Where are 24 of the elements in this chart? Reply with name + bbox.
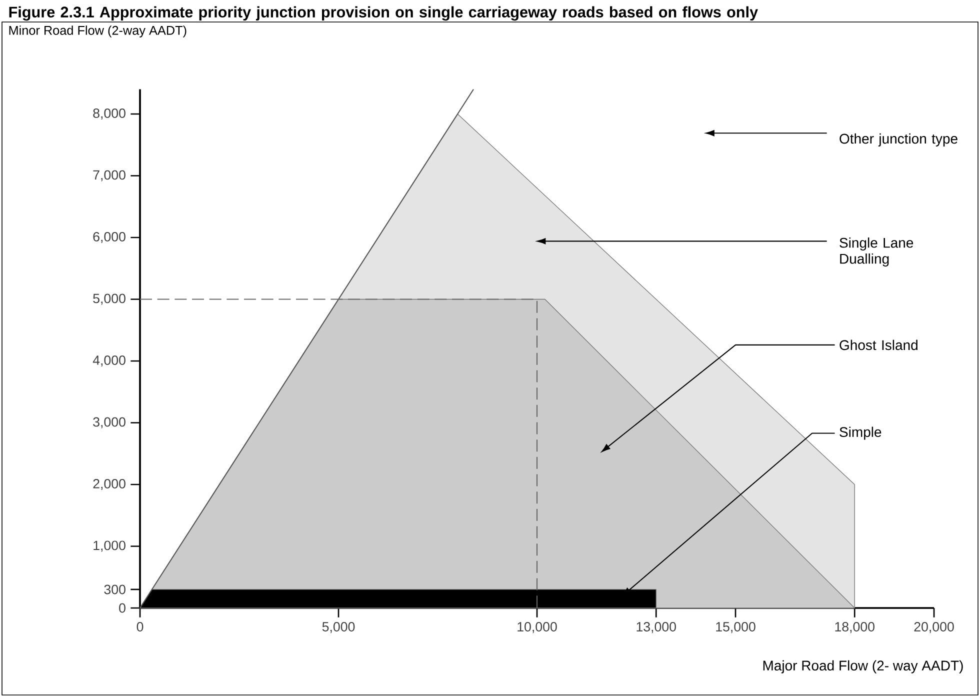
x-axis-title: Major Road Flow (2- way AADT) — [763, 660, 963, 674]
y-axis-title: Minor Road Flow (2-way AADT) — [9, 26, 186, 38]
y-tick-label: 3,000 — [93, 417, 126, 428]
y-tick-label: 0 — [119, 603, 126, 613]
chart-title: Figure 2.3.1 Approximate priority junction provision on single carriageway roads based on flows only — [9, 6, 758, 21]
x-tick-label: 10,000 — [518, 622, 557, 634]
y-tick-label: 6,000 — [93, 232, 126, 244]
x-tick-label: 5,000 — [322, 622, 355, 634]
x-tick-label: 0 — [136, 622, 144, 632]
y-tick-label: 8,000 — [93, 108, 126, 120]
annotation: Simple — [840, 426, 882, 440]
annotation: Other junction type — [840, 133, 958, 146]
annotation: Single Lane Dualling — [840, 237, 914, 267]
y-tick-label: 2,000 — [93, 478, 126, 490]
annotation: Ghost Island — [840, 340, 918, 350]
y-tick-label: 7,000 — [93, 170, 126, 182]
y-tick-label: 1,000 — [94, 540, 126, 552]
y-tick-label: 5,000 — [93, 294, 126, 305]
x-tick-label: 18,000 — [835, 622, 874, 634]
x-tick-label: 13,000 — [636, 622, 676, 634]
x-tick-label: 20,000 — [914, 622, 954, 634]
y-tick-label: 300 — [104, 584, 126, 594]
x-tick-label: 15,000 — [716, 622, 756, 634]
y-tick-label: 4,000 — [92, 356, 126, 367]
